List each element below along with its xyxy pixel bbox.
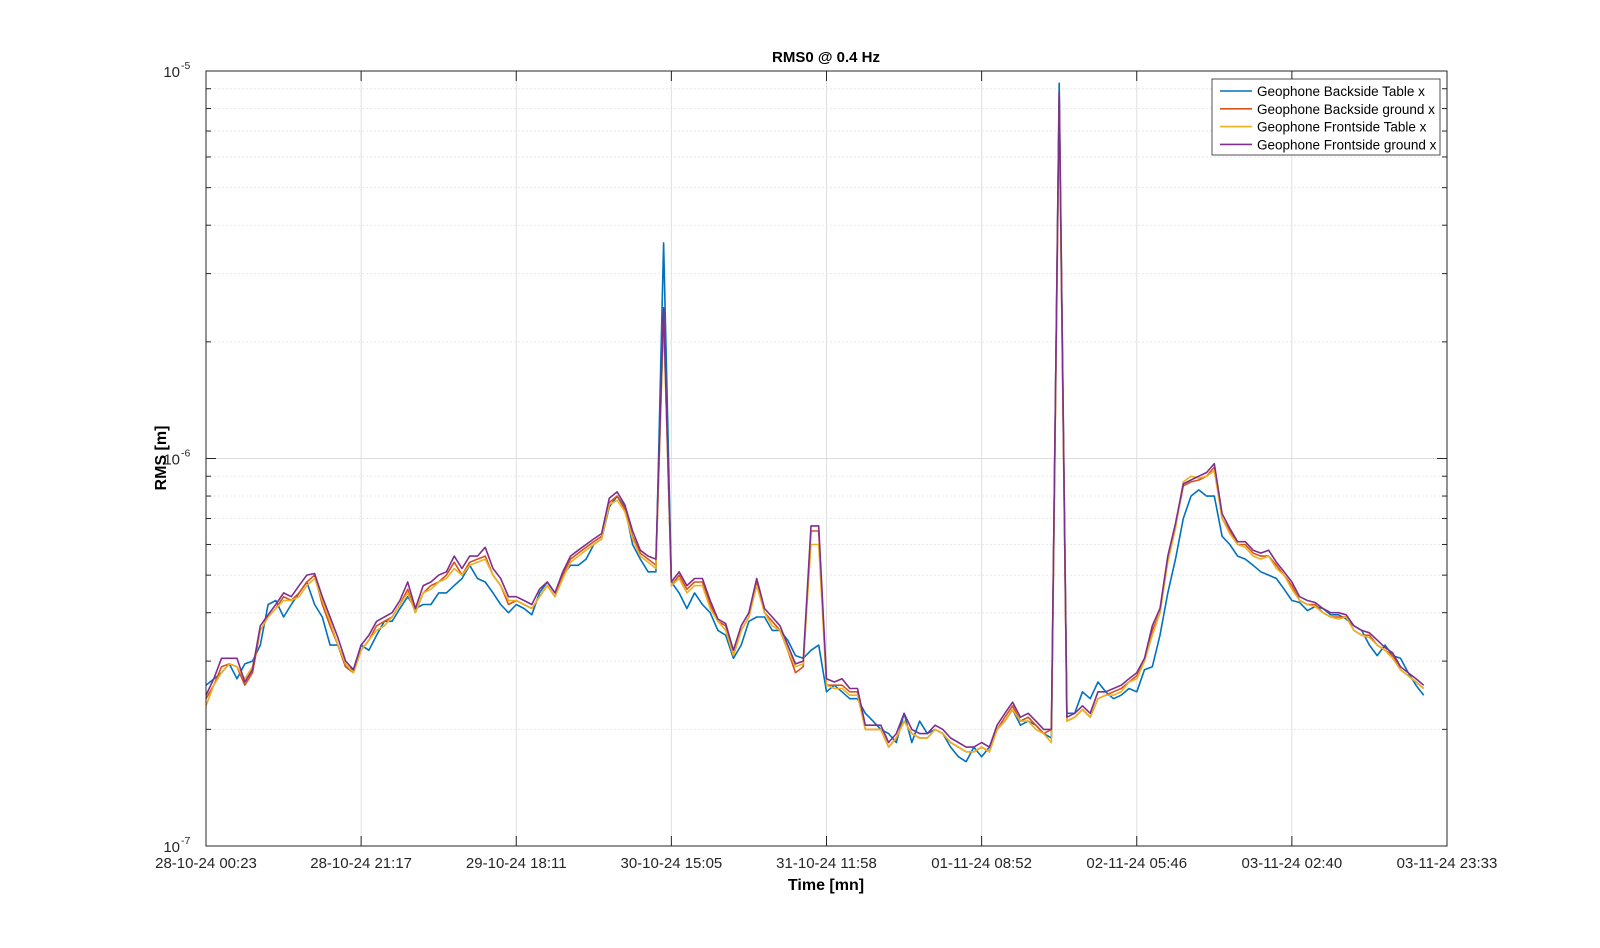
series-lines [205, 82, 1425, 763]
x-axis-label: Time [mn] [788, 877, 864, 894]
y-tick-label: 10 [163, 64, 180, 81]
y-axis-label: RMS [m] [153, 426, 170, 491]
y-tick-label: 10 [163, 452, 180, 469]
x-tick-label: 03-11-24 23:33 [1397, 855, 1498, 872]
y-tick-exponent: -7 [181, 835, 190, 847]
y-tick-labels: 10-710-610-5 [163, 60, 190, 856]
x-tick-label: 01-11-24 08:52 [931, 855, 1032, 872]
grid [206, 71, 1447, 846]
x-tick-label: 02-11-24 05:46 [1086, 855, 1187, 872]
series-line-4 [205, 91, 1425, 748]
y-tick-label: 10 [163, 839, 180, 856]
legend-entry-1[interactable]: Geophone Backside Table x [1257, 84, 1425, 99]
legend-entry-3[interactable]: Geophone Frontside Table x [1257, 120, 1427, 135]
y-tick-exponent: -6 [181, 448, 190, 460]
y-tick-exponent: -5 [181, 60, 190, 72]
chart-title: RMS0 @ 0.4 Hz [772, 49, 880, 66]
legend-entry-2[interactable]: Geophone Backside ground x [1257, 102, 1435, 117]
x-tick-label: 28-10-24 00:23 [155, 855, 257, 872]
x-tick-labels: 28-10-24 00:23 28-10-24 21:17 29-10-24 18:… [155, 855, 1497, 872]
x-tick-label: 30-10-24 15:05 [621, 855, 723, 872]
x-tick-label: 31-10-24 11:58 [776, 855, 877, 872]
x-tick-label: 03-11-24 02:40 [1242, 855, 1343, 872]
legend[interactable]: Geophone Backside Table x Geophone Backsi… [1211, 78, 1441, 156]
legend-entry-4[interactable]: Geophone Frontside ground x [1257, 137, 1437, 152]
x-tick-label: 29-10-24 18:11 [466, 855, 567, 872]
tick-marks [205, 70, 1448, 847]
x-tick-label: 28-10-24 21:17 [310, 855, 412, 872]
